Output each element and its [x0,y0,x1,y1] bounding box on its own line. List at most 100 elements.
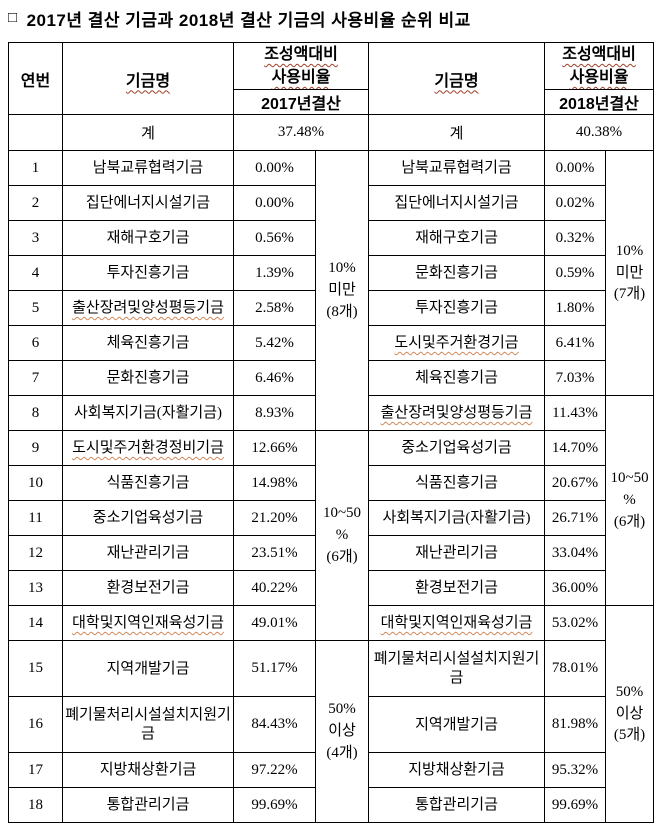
ratio-2017: 6.46% [233,360,316,397]
fund-name-2018: 남북교류협력기금 [368,150,546,187]
fund-name-2018: 통합관리기금 [368,787,546,824]
fund-name-2018: 도시및주거환경기금 [368,325,546,362]
fund-name-2017: 대학및지역인재육성기금 [62,605,234,642]
fund-name-2017: 출산장려및양성평등기금 [62,290,234,327]
table-row: 15 지역개발기금 51.17% 50% 이상 (4개) 폐기물처리시설설치지원… [8,640,654,824]
table-row: 13 환경보전기금 40.22% 환경보전기금 36.00% [8,570,654,607]
group-2017-10to50: 10~50 % (6개) [314,430,370,642]
header-fund-name-2017: 기금명 [62,41,234,116]
ratio-2017: 99.69% [233,787,316,824]
fund-name-2017: 도시및주거환경정비기금 [62,430,234,467]
ratio-2018: 20.67% [544,465,607,502]
table-row: 18 통합관리기금 99.69% 통합관리기금 99.69% [8,787,654,824]
ratio-2018: 11.43% [544,395,607,432]
ratio-2017: 14.98% [233,465,316,502]
ratio-2017: 21.20% [233,500,316,537]
fund-name-2018: 중소기업육성기금 [368,430,546,467]
ratio-2018: 99.69% [544,787,607,824]
total-label-2018: 계 [368,114,546,152]
group-2018-10to50: 10~50 % (6개) [605,395,655,607]
comparison-table: 연번 기금명 조성액대비 사용비율 기금명 조성액대비 사용비율 2017년결산… [8,41,655,824]
ratio-2018: 0.32% [544,220,607,257]
total-no-cell [8,114,63,152]
row-no: 3 [8,220,63,257]
row-no: 1 [8,150,63,187]
table-row: 2 집단에너지시설기금 0.00% 집단에너지시설기금 0.02% [8,185,654,222]
fund-name-2017: 재난관리기금 [62,535,234,572]
row-no: 4 [8,255,63,292]
fund-name-2017: 재해구호기금 [62,220,234,257]
fund-name-2018: 문화진흥기금 [368,255,546,292]
row-no: 14 [8,605,63,642]
ratio-2018: 36.00% [544,570,607,607]
header-ratio-2017: 조성액대비 사용비율 [232,41,370,91]
fund-name-2018: 대학및지역인재육성기금 [368,605,546,642]
ratio-2018: 6.41% [544,325,607,362]
fund-name-2017: 중소기업육성기금 [62,500,234,537]
table-row: 12 재난관리기금 23.51% 재난관리기금 33.04% [8,535,654,572]
ratio-2017: 51.17% [233,640,316,698]
total-value-2018: 40.38% [544,114,655,152]
row-no: 5 [8,290,63,327]
ratio-2017: 8.93% [233,395,316,432]
page-title-text: 2017년 결산 기금과 2018년 결산 기금의 사용비율 순위 비교 [26,11,471,30]
fund-name-2018: 체육진흥기금 [368,360,546,397]
ratio-2018: 33.04% [544,535,607,572]
ratio-2018: 14.70% [544,430,607,467]
fund-name-2017: 투자진흥기금 [62,255,234,292]
ratio-2017: 0.00% [233,150,316,187]
table-row: 10 식품진흥기금 14.98% 식품진흥기금 20.67% [8,465,654,502]
ratio-2017: 40.22% [233,570,316,607]
table-row: 14 대학및지역인재육성기금 49.01% 대학및지역인재육성기금 53.02%… [8,605,655,824]
ratio-2018: 26.71% [544,500,607,537]
row-no: 7 [8,360,63,397]
ratio-2017: 49.01% [233,605,316,642]
total-value-2017: 37.48% [232,114,370,152]
fund-name-2017: 지역개발기금 [62,640,234,698]
fund-name-2018: 재난관리기금 [368,535,546,572]
ratio-2018: 0.00% [544,150,607,187]
group-2017-under10: 10% 미만 (8개) [314,150,370,432]
fund-name-2018: 사회복지기금(자활기금) [368,500,546,537]
row-no: 13 [8,570,63,607]
table-row: 6 체육진흥기금 5.42% 도시및주거환경기금 6.41% [8,325,654,362]
fund-name-2017: 남북교류협력기금 [62,150,234,187]
total-label-2017: 계 [62,114,234,152]
ratio-2018: 0.02% [544,185,607,222]
row-no: 11 [8,500,63,537]
total-row: 계 37.48% 계 40.38% [8,114,655,152]
table-row: 5 출산장려및양성평등기금 2.58% 투자진흥기금 1.80% [8,290,654,327]
fund-name-2017: 체육진흥기금 [62,325,234,362]
ratio-2017: 97.22% [233,752,316,789]
table-row: 3 재해구호기금 0.56% 재해구호기금 0.32% [8,220,654,257]
ratio-2017: 23.51% [233,535,316,572]
table-row: 9 도시및주거환경정비기금 12.66% 10~50 % (6개) 중소기업육성… [8,430,654,642]
fund-name-2017: 집단에너지시설기금 [62,185,234,222]
fund-name-2017: 지방채상환기금 [62,752,234,789]
row-no: 6 [8,325,63,362]
fund-name-2017: 사회복지기금(자활기금) [62,395,234,432]
header-fund-name-2018: 기금명 [368,41,546,116]
header-year-2017: 2017년결산 [232,89,370,116]
ratio-2018: 78.01% [544,640,607,698]
group-2017-over50: 50% 이상 (4개) [314,640,370,824]
fund-name-2018: 식품진흥기금 [368,465,546,502]
fund-name-2017: 식품진흥기금 [62,465,234,502]
header-row-1: 연번 기금명 조성액대비 사용비율 기금명 조성액대비 사용비율 [8,41,655,116]
row-no: 9 [8,430,63,467]
ratio-2018: 95.32% [544,752,607,789]
fund-name-2018: 지역개발기금 [368,696,546,754]
table-row: 11 중소기업육성기금 21.20% 사회복지기금(자활기금) 26.71% [8,500,654,537]
ratio-2018: 81.98% [544,696,607,754]
table-row: 4 투자진흥기금 1.39% 문화진흥기금 0.59% [8,255,654,292]
fund-name-2018: 투자진흥기금 [368,290,546,327]
row-no: 17 [8,752,63,789]
header-no: 연번 [8,41,63,116]
table-row: 16 폐기물처리시설설치지원기금 84.43% 지역개발기금 81.98% [8,696,654,754]
ratio-2018: 7.03% [544,360,607,397]
ratio-2017: 1.39% [233,255,316,292]
row-no: 15 [8,640,63,698]
header-row-2: 2017년결산 2018년결산 [9,89,655,116]
square-bullet-icon: □ [8,9,18,26]
ratio-2017: 12.66% [233,430,316,467]
